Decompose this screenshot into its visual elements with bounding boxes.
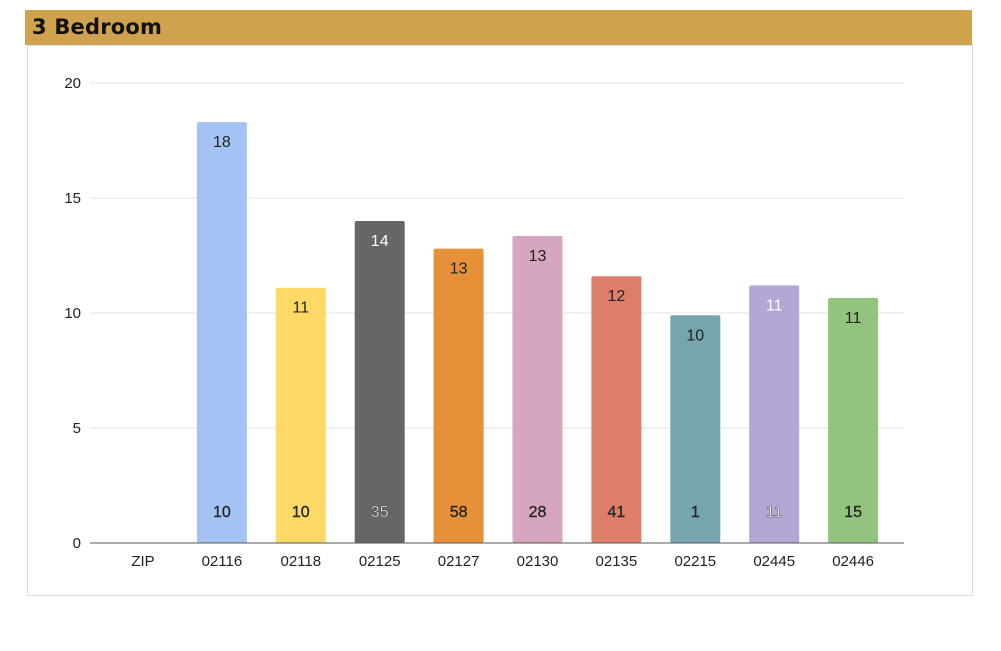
bar-value-label: 13: [450, 261, 468, 278]
bar-count-label: 35: [371, 504, 389, 521]
bar-count-label: 10: [213, 504, 231, 521]
bar: [591, 276, 642, 543]
y-tick-label: 5: [73, 420, 81, 437]
bar: [275, 287, 326, 543]
bar: [512, 235, 563, 543]
bar-value-label: 10: [686, 327, 704, 344]
bar-count-label: 1: [691, 504, 700, 521]
bar-value-label: 11: [292, 300, 309, 317]
bar: [670, 315, 721, 543]
x-tick-label: 02130: [517, 553, 559, 570]
x-tick-label: 02116: [202, 553, 243, 570]
bar-value-label: 11: [766, 297, 783, 314]
bar: [828, 298, 879, 543]
bar-value-label: 18: [213, 134, 231, 151]
bar-count-label: 28: [529, 504, 547, 521]
chart-title: 3 Bedroom: [32, 15, 163, 39]
bar-count-label: 41: [608, 504, 626, 521]
bar-value-label: 12: [608, 288, 626, 305]
y-tick-label: 15: [64, 190, 81, 207]
x-tick-label: 02127: [438, 553, 480, 570]
x-tick-label: 02445: [753, 553, 795, 570]
bar-value-label: 13: [529, 248, 547, 265]
bar-value-label: 14: [371, 233, 389, 250]
y-tick-label: 0: [73, 535, 81, 552]
x-tick-label: 02118: [280, 553, 321, 570]
bar-value-label: 11: [845, 310, 862, 327]
chart-header: 3 Bedroom: [25, 10, 972, 45]
x-tick-label: 02446: [832, 553, 874, 570]
chart-panel: [27, 45, 973, 596]
bar: [354, 221, 405, 543]
bar-count-label: 15: [844, 504, 862, 521]
bar: [196, 122, 247, 543]
bar-count-label: 10: [292, 504, 310, 521]
bar: [749, 285, 800, 543]
x-tick-label: 02135: [596, 553, 638, 570]
y-tick-label: 10: [64, 305, 81, 322]
bar: [433, 248, 484, 543]
x-tick-label: ZIP: [131, 553, 154, 570]
y-tick-label: 20: [64, 75, 81, 92]
bar-count-label: 58: [450, 504, 468, 521]
x-tick-label: 02125: [359, 553, 401, 570]
bar-count-label: 11: [766, 504, 783, 521]
x-tick-label: 02215: [674, 553, 716, 570]
